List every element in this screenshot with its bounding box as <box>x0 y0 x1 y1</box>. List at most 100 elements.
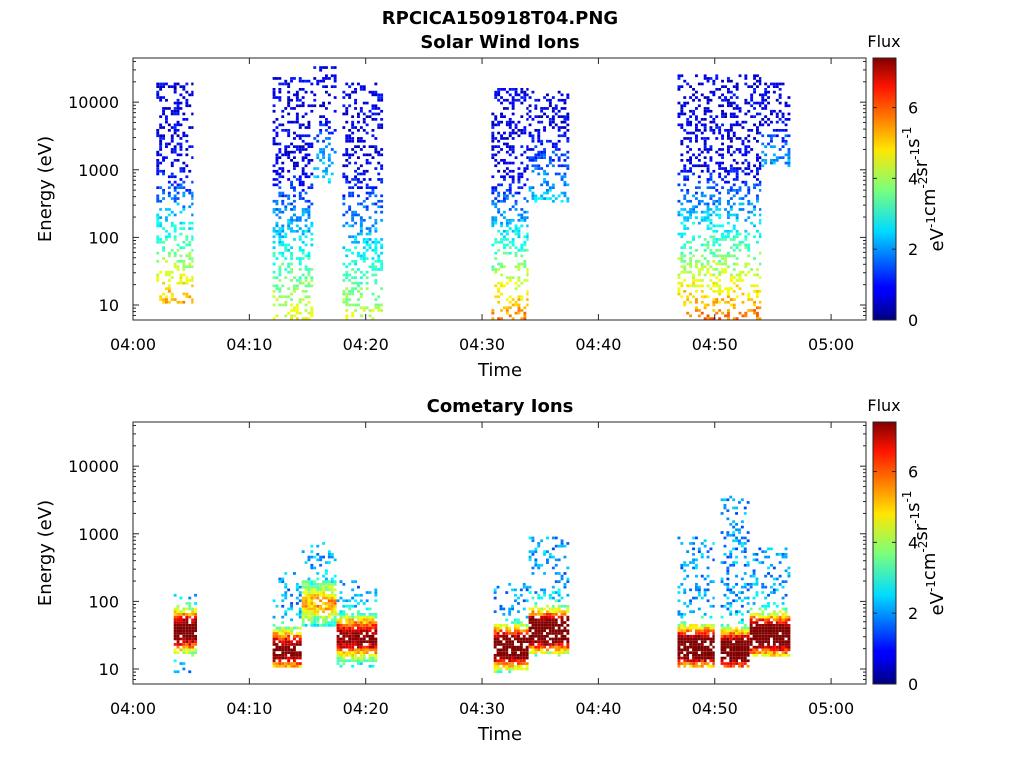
spectrogram-cell <box>759 82 762 86</box>
spectrogram-cell <box>284 107 288 110</box>
spectrogram-cell <box>735 651 738 654</box>
spectrogram-cell <box>723 593 727 597</box>
spectrogram-cell <box>697 175 701 179</box>
spectrogram-cell <box>191 112 194 116</box>
spectrogram-cell <box>500 183 503 187</box>
spectrogram-cell <box>729 632 733 635</box>
spectrogram-cell <box>738 645 741 649</box>
spectrogram-cell <box>715 150 719 154</box>
spectrogram-cell <box>316 604 320 608</box>
spectrogram-cell <box>176 183 180 187</box>
spectrogram-cell <box>505 197 509 200</box>
spectrogram-cell <box>554 599 558 603</box>
spectrogram-cell <box>368 115 372 118</box>
spectrogram-cell <box>336 637 340 641</box>
spectrogram-cell <box>740 664 744 668</box>
spectrogram-cell <box>298 298 302 301</box>
spectrogram-cell <box>179 186 183 189</box>
spectrogram-cell <box>179 643 183 646</box>
spectrogram-cell <box>514 156 518 159</box>
spectrogram-cell <box>159 142 163 146</box>
spectrogram-cell <box>517 618 520 622</box>
spectrogram-cell <box>759 167 762 170</box>
spectrogram-cell <box>706 79 710 83</box>
spectrogram-cell <box>275 153 279 157</box>
spectrogram-cell <box>522 629 526 633</box>
spectrogram-cell <box>724 169 727 173</box>
spectrogram-cell <box>723 544 727 548</box>
spectrogram-cell <box>543 618 546 622</box>
spectrogram-cell <box>563 191 567 195</box>
spectrogram-cell <box>491 153 495 157</box>
spectrogram-cell <box>520 246 524 249</box>
spectrogram-cell <box>362 101 366 105</box>
spectrogram-cell <box>566 118 570 121</box>
spectrogram-cell <box>307 161 311 165</box>
spectrogram-cell <box>505 243 509 247</box>
spectrogram-cell <box>336 634 340 638</box>
spectrogram-cell <box>563 613 567 616</box>
spectrogram-cell <box>284 596 288 600</box>
spectrogram-cell <box>683 613 687 616</box>
spectrogram-cell <box>194 648 197 652</box>
spectrogram-cell <box>740 632 744 635</box>
spectrogram-cell <box>537 645 541 649</box>
spectrogram-cell <box>275 77 279 80</box>
spectrogram-cell <box>735 626 738 630</box>
spectrogram-cell <box>272 654 276 657</box>
spectrogram-cell <box>721 224 724 228</box>
spectrogram-cell <box>301 550 305 553</box>
spectrogram-cell <box>290 159 293 162</box>
spectrogram-cell <box>557 615 561 619</box>
spectrogram-cell <box>325 607 328 611</box>
spectrogram-cell <box>330 593 334 597</box>
spectrogram-cell <box>357 640 360 643</box>
spectrogram-cell <box>301 88 305 91</box>
spectrogram-cell <box>540 648 544 652</box>
spectrogram-cell <box>712 645 715 649</box>
spectrogram-cell <box>339 645 343 649</box>
spectrogram-cell <box>756 311 759 315</box>
spectrogram-cell <box>770 648 773 652</box>
spectrogram-cell <box>752 632 756 635</box>
spectrogram-cell <box>287 607 291 611</box>
spectrogram-cell <box>325 604 328 608</box>
spectrogram-cell <box>747 309 751 312</box>
spectrogram-cell <box>709 643 713 646</box>
spectrogram-cell <box>738 640 741 643</box>
spectrogram-cell <box>342 197 346 200</box>
spectrogram-cell <box>327 624 331 627</box>
spectrogram-cell <box>374 167 378 170</box>
spectrogram-cell <box>491 216 495 219</box>
spectrogram-cell <box>735 629 738 633</box>
spectrogram-cell <box>689 651 692 654</box>
spectrogram-cell <box>494 93 498 97</box>
spectrogram-cell <box>520 145 524 148</box>
spectrogram-cell <box>380 148 384 151</box>
spectrogram-cell <box>554 645 558 649</box>
spectrogram-cell <box>686 550 690 553</box>
spectrogram-cell <box>756 194 759 198</box>
spectrogram-cell <box>729 533 733 537</box>
spectrogram-cell <box>170 109 174 113</box>
spectrogram-cell <box>374 137 378 140</box>
spectrogram-cell <box>695 637 698 641</box>
spectrogram-cell <box>551 632 555 635</box>
spectrogram-cell <box>327 142 331 146</box>
spectrogram-cell <box>304 610 308 613</box>
spectrogram-cell <box>703 249 707 252</box>
spectrogram-cell <box>272 199 276 203</box>
spectrogram-cell <box>695 585 698 589</box>
spectrogram-cell <box>307 555 311 559</box>
spectrogram-cell <box>712 254 716 258</box>
spectrogram-cell <box>706 262 710 266</box>
spectrogram-cell <box>304 295 308 299</box>
spectrogram-cell <box>325 172 328 176</box>
spectrogram-cell <box>537 637 541 641</box>
spectrogram-cell <box>295 640 299 643</box>
spectrogram-cell <box>345 159 349 162</box>
spectrogram-cell <box>188 254 192 258</box>
spectrogram-cell <box>738 539 741 543</box>
spectrogram-cell <box>301 618 305 622</box>
spectrogram-cell <box>191 213 194 217</box>
